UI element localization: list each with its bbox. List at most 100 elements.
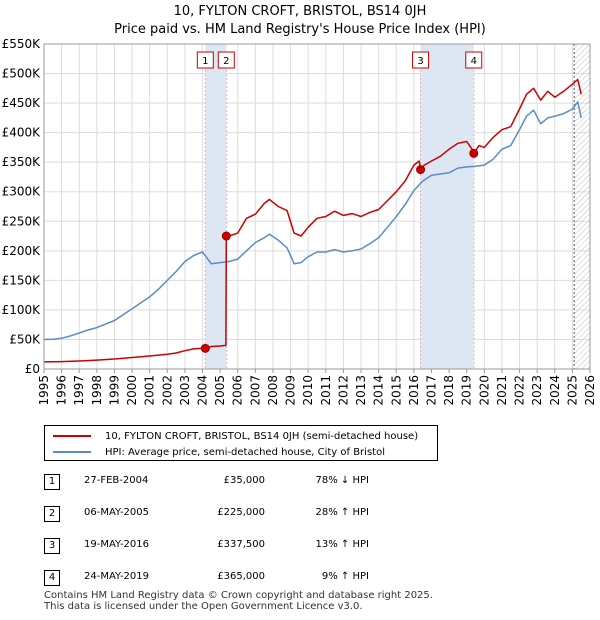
- x-tick-label: 2000: [125, 375, 139, 406]
- y-tick-label: £400K: [2, 126, 42, 140]
- sale-date: 06-MAY-2005: [84, 507, 150, 518]
- sale-label-frame: [196, 51, 214, 69]
- sale-label-box: 4: [465, 51, 483, 69]
- x-tick-label: 2017: [424, 375, 438, 406]
- sale-label-box: 2: [217, 51, 235, 69]
- sale-label-box: 3: [412, 51, 430, 69]
- sale-date: 24-MAY-2019: [84, 571, 150, 582]
- sale-point: [200, 343, 210, 353]
- x-tick-label: 2015: [389, 375, 403, 406]
- sale-label-box: 1: [196, 51, 214, 69]
- legend-item-property: 10, FYLTON CROFT, BRISTOL, BS14 0JH (sem…: [53, 428, 418, 444]
- series-line-property: [43, 78, 582, 363]
- chart-title-line-1: 10, FYLTON CROFT, BRISTOL, BS14 0JH: [173, 4, 427, 19]
- sale-hpi-diff: 13% ↑ HPI: [315, 539, 369, 550]
- footer-line-2: This data is licensed under the Open Gov…: [44, 601, 363, 612]
- x-tick-label: 2014: [372, 375, 386, 406]
- footer-line-1: Contains HM Land Registry data © Crown c…: [44, 590, 433, 601]
- sale-number-badge: 2: [44, 506, 60, 522]
- x-tick-label: 2011: [319, 375, 333, 406]
- x-tick-label: 2007: [248, 375, 262, 406]
- x-tick-label: 1998: [90, 375, 104, 406]
- sale-date: 19-MAY-2016: [84, 539, 150, 550]
- sale-label-frame: [465, 51, 483, 69]
- y-tick-label: £350K: [2, 155, 42, 169]
- sale-number-badge: 3: [44, 538, 60, 554]
- sale-label-text: 2: [223, 56, 229, 67]
- sale-row: 2 06-MAY-2005 £225,000 28% ↑ HPI: [44, 506, 464, 522]
- x-tick-label: 2008: [266, 375, 280, 406]
- x-tick-label: 2018: [442, 375, 456, 406]
- x-tick-label: 2004: [196, 375, 210, 406]
- x-tick-label: 1995: [37, 375, 51, 406]
- x-tick-label: 2024: [548, 375, 562, 406]
- sale-label-text: 1: [202, 56, 208, 67]
- x-tick-label: 2003: [178, 375, 192, 406]
- legend-swatch-property: [53, 435, 91, 437]
- x-tick-label: 2023: [530, 375, 544, 406]
- sale-period-shading: [420, 44, 474, 369]
- sale-label-frame: [412, 51, 430, 69]
- sale-hpi-diff: 28% ↑ HPI: [315, 507, 369, 518]
- x-tick-label: 2022: [513, 375, 527, 406]
- y-tick-label: £500K: [2, 67, 42, 81]
- x-tick-label: 2005: [213, 375, 227, 406]
- sale-row: 1 27-FEB-2004 £35,000 78% ↓ HPI: [44, 474, 464, 490]
- y-tick-label: £550K: [2, 37, 42, 51]
- y-tick-label: £50K: [9, 332, 41, 346]
- footer-attribution: Contains HM Land Registry data © Crown c…: [44, 590, 433, 612]
- sale-hpi-diff: 78% ↓ HPI: [315, 475, 369, 486]
- y-tick-label: £450K: [2, 96, 42, 110]
- y-tick-label: £300K: [2, 185, 42, 199]
- legend-item-hpi: HPI: Average price, semi-detached house,…: [53, 444, 385, 460]
- series-line-hpi: [43, 101, 582, 341]
- x-tick-label: 2010: [301, 375, 315, 406]
- y-tick-label: £200K: [2, 244, 42, 258]
- x-tick-label: 2021: [495, 375, 509, 406]
- sale-price: £35,000: [223, 475, 265, 486]
- sale-price: £365,000: [217, 571, 265, 582]
- x-tick-label: 2001: [143, 375, 157, 406]
- sale-point: [221, 231, 231, 241]
- sale-date: 27-FEB-2004: [84, 475, 149, 486]
- x-tick-label: 1999: [107, 375, 121, 406]
- x-tick-label: 2016: [407, 375, 421, 406]
- sale-label-text: 3: [417, 56, 423, 67]
- x-tick-label: 2013: [354, 375, 368, 406]
- sale-row: 3 19-MAY-2016 £337,500 13% ↑ HPI: [44, 538, 464, 554]
- sale-point: [416, 165, 426, 175]
- plot-frame: [43, 43, 591, 370]
- legend-swatch-hpi: [53, 451, 91, 453]
- x-tick-label: 2002: [160, 375, 174, 406]
- chart-title-line-2: Price paid vs. HM Land Registry's House …: [114, 22, 486, 37]
- forecast-hatch: [574, 44, 590, 369]
- y-tick-label: £150K: [2, 273, 42, 287]
- sale-number-badge: 1: [44, 474, 60, 490]
- sale-row: 4 24-MAY-2019 £365,000 9% ↑ HPI: [44, 570, 464, 586]
- x-tick-label: 2020: [477, 375, 491, 406]
- legend-label-property: 10, FYLTON CROFT, BRISTOL, BS14 0JH (sem…: [105, 430, 419, 442]
- x-tick-label: 2019: [460, 375, 474, 406]
- sale-label-text: 4: [471, 56, 477, 67]
- chart-title: 10, FYLTON CROFT, BRISTOL, BS14 0JH Pric…: [0, 3, 600, 39]
- x-tick-label: 2026: [583, 375, 597, 406]
- x-tick-label: 1996: [55, 375, 69, 406]
- sale-hpi-diff: 9% ↑ HPI: [321, 571, 369, 582]
- y-tick-label: £100K: [2, 303, 42, 317]
- y-tick-label: £250K: [2, 214, 42, 228]
- sale-point: [469, 148, 479, 158]
- sale-number-badge: 4: [44, 570, 60, 586]
- price-chart: 1 2 3 4 £0 £50K £100K £150K £200K £250K £300K £350…: [2, 37, 597, 406]
- sale-price: £337,500: [217, 539, 265, 550]
- sale-label-frame: [217, 51, 235, 69]
- plot-area: [44, 44, 590, 369]
- x-tick-label: 2006: [231, 375, 245, 406]
- x-tick-label: 2025: [565, 375, 579, 406]
- x-tick-label: 2012: [336, 375, 350, 406]
- legend-label-hpi: HPI: Average price, semi-detached house,…: [105, 446, 385, 458]
- sale-price: £225,000: [217, 507, 265, 518]
- legend: 10, FYLTON CROFT, BRISTOL, BS14 0JH (sem…: [44, 425, 438, 461]
- sale-period-shading: [205, 44, 227, 369]
- y-tick-label: £0: [25, 362, 40, 376]
- x-tick-label: 2009: [284, 375, 298, 406]
